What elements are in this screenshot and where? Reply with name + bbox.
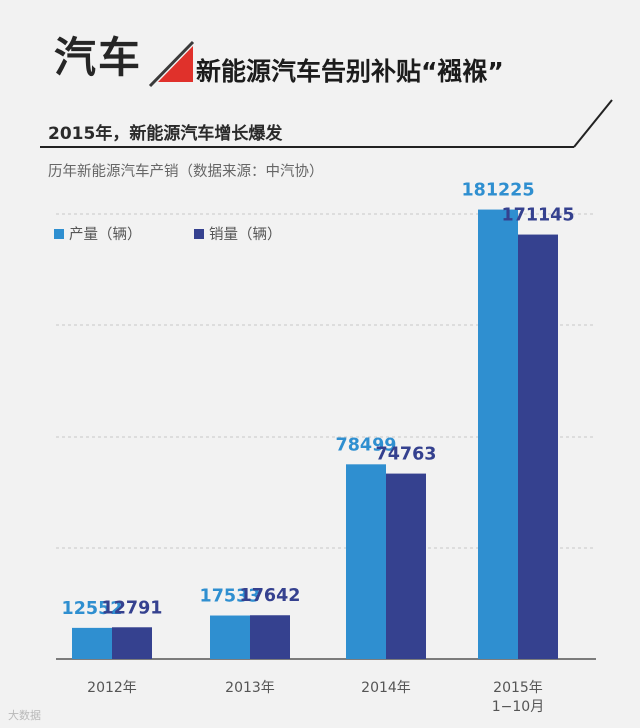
bar-sales bbox=[518, 234, 558, 659]
headline-red-triangle bbox=[158, 46, 193, 82]
footer-logo: 大数据 bbox=[8, 709, 41, 722]
data-label-sales: 74763 bbox=[376, 445, 437, 465]
legend-label-production: 产量（辆） bbox=[69, 227, 142, 243]
subtitle-rule-slash bbox=[573, 99, 613, 148]
legend-item-production: 产量（辆） bbox=[54, 223, 142, 244]
x-tick-label: 2013年 bbox=[225, 680, 275, 696]
data-label-production: 78499 bbox=[336, 435, 397, 455]
data-label-production: 181225 bbox=[461, 181, 534, 201]
bar-sales bbox=[112, 627, 152, 659]
bar-production bbox=[478, 209, 518, 659]
x-tick-label: 2014年 bbox=[361, 680, 411, 696]
chart-source: 历年新能源汽车产销（数据来源：中汽协） bbox=[48, 164, 324, 180]
legend-item-sales: 销量（辆） bbox=[194, 223, 282, 244]
data-label-sales: 171145 bbox=[501, 206, 574, 226]
x-tick-label: 2015年 bbox=[493, 680, 543, 696]
chart-subtitle: 2015年，新能源汽车增长爆发 bbox=[48, 124, 283, 144]
bar-sales bbox=[386, 473, 426, 659]
headline: 新能源汽车告别补贴“襁褓” bbox=[196, 57, 504, 86]
data-label-production: 17533 bbox=[200, 587, 261, 607]
bar-sales bbox=[250, 615, 290, 659]
legend-label-sales: 销量（辆） bbox=[209, 227, 282, 243]
headline-slash bbox=[148, 40, 195, 88]
legend-swatch-production bbox=[54, 228, 64, 239]
bar-production bbox=[72, 627, 112, 659]
legend-swatch-sales bbox=[194, 228, 204, 239]
header: 汽车 新能源汽车告别补贴“襁褓” bbox=[0, 0, 640, 100]
data-label-production: 12552 bbox=[62, 599, 123, 619]
data-label-sales: 12791 bbox=[102, 598, 163, 618]
bar-production bbox=[346, 464, 386, 659]
data-label-sales: 17642 bbox=[240, 586, 301, 606]
bar-production bbox=[210, 615, 250, 659]
brand-title: 汽车 bbox=[54, 33, 143, 82]
x-tick-label: 2012年 bbox=[87, 680, 137, 696]
x-tick-label: 1−10月 bbox=[492, 699, 544, 715]
